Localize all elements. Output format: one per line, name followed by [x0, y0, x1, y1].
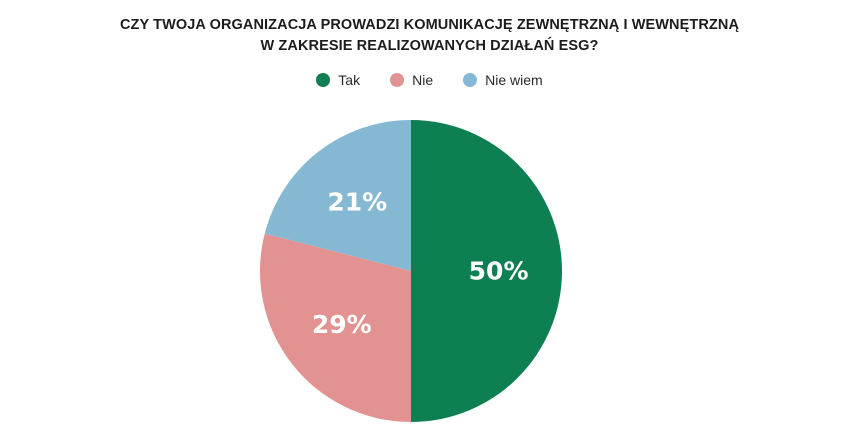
pie-slice-tak — [411, 120, 562, 422]
chart-title-line-2: W ZAKRESIE REALIZOWANYCH DZIAŁAŃ ESG? — [260, 38, 599, 54]
legend-label-nie: Nie — [412, 72, 434, 88]
legend-item-nie-wiem: Nie wiem — [463, 72, 543, 88]
legend-swatch-nie-wiem — [463, 73, 478, 87]
legend-label-nie-wiem: Nie wiem — [485, 72, 543, 88]
pie-slice-nie-wiem — [264, 120, 411, 271]
chart-title: CZY TWOJA ORGANIZACJA PROWADZI KOMUNIKAC… — [0, 15, 859, 57]
legend-item-tak: Tak — [316, 72, 360, 88]
legend-item-nie: Nie — [390, 72, 433, 88]
legend-label-tak: Tak — [338, 72, 361, 88]
pie-label-nie-wiem: 21% — [327, 187, 387, 216]
pie-label-nie: 29% — [312, 310, 372, 339]
pie-slice-nie — [259, 233, 411, 422]
legend-swatch-nie — [390, 73, 405, 87]
chart-title-line-1: CZY TWOJA ORGANIZACJA PROWADZI KOMUNIKAC… — [119, 17, 740, 33]
legend-swatch-tak — [316, 73, 331, 87]
chart-legend: Tak Nie Nie wiem — [0, 72, 859, 88]
pie-label-tak: 50% — [469, 257, 529, 286]
